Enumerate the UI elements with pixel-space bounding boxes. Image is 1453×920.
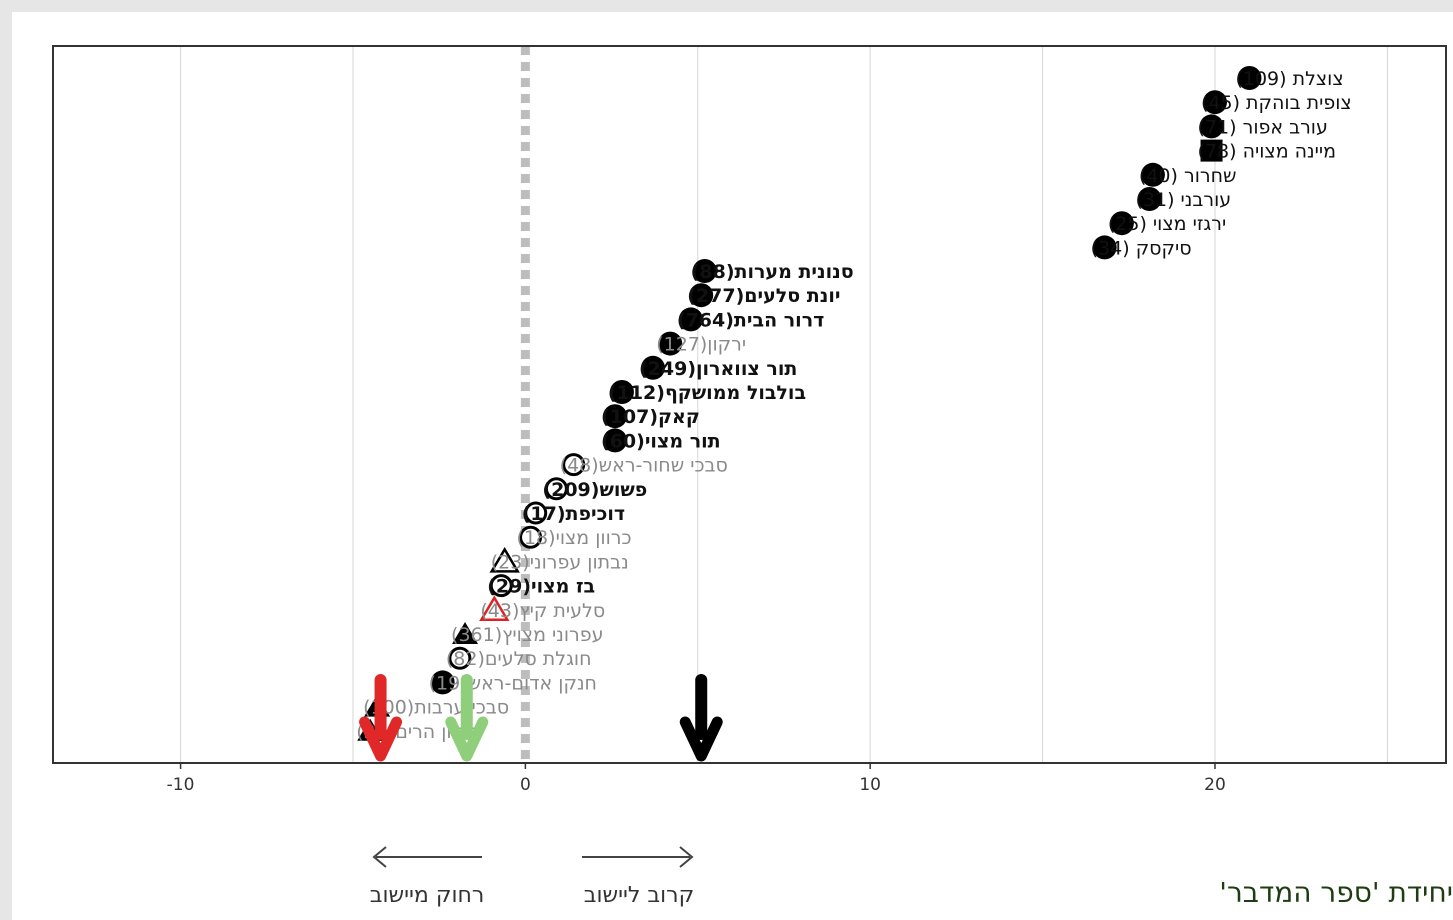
point-label: צופית בוהקת (45) — [1201, 92, 1352, 114]
point-label: יונת סלעים(277) — [687, 285, 840, 307]
points-layer: צוצלת (109)צופית בוהקת (45)עורב אפור (71… — [356, 66, 1352, 743]
point-label: חוגלת סלעים(82) — [446, 648, 592, 670]
point-label: צוצלת (109) — [1235, 68, 1343, 90]
direction-arrow-head — [679, 716, 723, 762]
point-marker — [544, 477, 568, 501]
grid-layer — [180, 46, 1388, 763]
point-marker — [678, 307, 703, 332]
point-label: נבתון עפרוני(23) — [491, 551, 629, 573]
credit-text: יחידת 'ספר המדבר' — [1219, 876, 1453, 909]
point-label: כרוון מצוי(18) — [517, 527, 632, 549]
x-tick-label: 10 — [859, 775, 881, 795]
point-label: תור מצוי(60) — [601, 430, 721, 452]
near-settlement-label: קרוב ליישוב — [584, 883, 694, 908]
point-label: סלעית קיץ(43) — [480, 600, 605, 622]
point-label: סיקסק (34) — [1091, 237, 1192, 259]
point-label: מיינה מצויה (78) — [1198, 141, 1337, 163]
point-marker — [1200, 139, 1223, 162]
x-tick-label: 0 — [520, 775, 531, 795]
point-label: בולבול ממושקף(112) — [608, 382, 806, 404]
point-label: עורב אפור (71) — [1198, 116, 1328, 138]
point-label: דוכיפת(17) — [522, 503, 625, 525]
figure-panel: צוצלת (109) צופית בוהקת (45) עורב אפור (71… — [12, 12, 1453, 920]
direction-arrow-head — [359, 716, 403, 762]
point-label: חנקן אדום-ראש(19) — [429, 672, 597, 694]
point-marker — [489, 546, 520, 573]
point-label: תור צווארון(249) — [639, 358, 797, 380]
point-marker — [479, 595, 510, 622]
point-marker — [609, 380, 634, 404]
point-marker — [1140, 162, 1165, 187]
x-axis-ticks: -10 0 10 20 — [167, 763, 1226, 795]
point-marker — [658, 331, 683, 356]
point-label: עורבני (31) — [1135, 189, 1231, 211]
point-marker — [1202, 90, 1227, 115]
plot-frame — [52, 45, 1447, 764]
point-label: בז מצוי(29) — [487, 576, 595, 598]
direction-legend: רחוק מיישוב קרוב ליישוב — [370, 846, 694, 908]
point-marker — [603, 428, 628, 453]
point-marker — [1109, 211, 1134, 236]
point-label: ירקון(127) — [656, 334, 746, 356]
point-marker — [640, 355, 665, 380]
point-label: דרור הבית(764) — [677, 309, 824, 331]
point-marker — [1237, 66, 1262, 90]
point-label: סנונית מערות(88) — [691, 261, 854, 283]
x-tick-label: 20 — [1204, 775, 1226, 795]
point-marker — [692, 259, 717, 283]
point-marker — [603, 404, 628, 429]
point-marker — [1199, 114, 1224, 139]
far-arrowhead — [372, 846, 387, 868]
point-marker — [519, 525, 543, 549]
point-marker — [689, 283, 714, 308]
point-marker — [562, 453, 586, 477]
point-marker — [1137, 187, 1162, 211]
point-marker — [524, 501, 548, 525]
near-arrowhead — [679, 846, 694, 868]
point-marker — [430, 670, 455, 695]
point-label: שחרור (40) — [1139, 165, 1237, 187]
point-marker — [452, 622, 479, 644]
point-marker — [489, 574, 513, 598]
arrows-layer — [359, 674, 723, 762]
x-tick-label: -10 — [167, 775, 195, 795]
direction-arrow-head — [445, 716, 489, 762]
scatter-chart: צוצלת (109)צופית בוהקת (45)עורב אפור (71… — [52, 45, 1447, 908]
point-label: עפרוני מצויץ(361) — [451, 624, 604, 646]
point-label: פשוש(209) — [542, 479, 647, 501]
point-label: ירגזי מצוי (25) — [1108, 213, 1226, 235]
far-from-settlement-label: רחוק מיישוב — [370, 883, 484, 908]
point-marker — [1092, 235, 1117, 260]
point-marker — [448, 646, 472, 670]
point-label: קאק(107) — [601, 406, 700, 428]
point-label: סבכי שחור-ראש(48) — [560, 455, 728, 477]
